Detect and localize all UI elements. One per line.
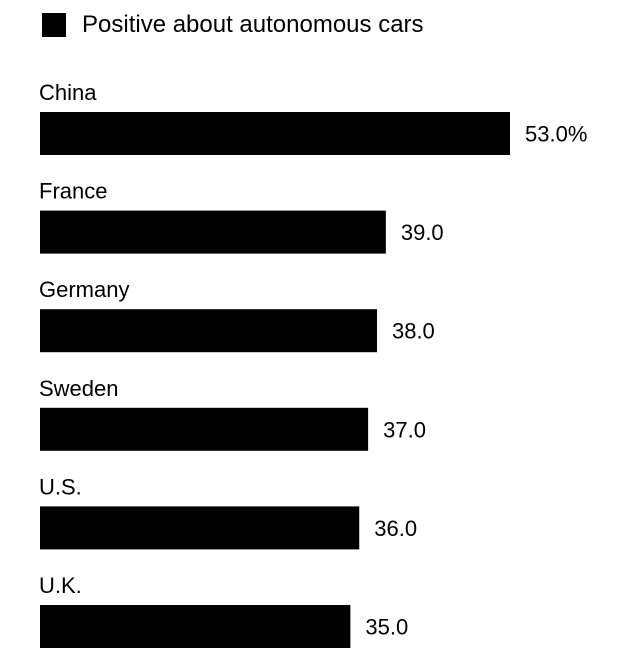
legend-swatch xyxy=(42,13,66,37)
value-label: 36.0 xyxy=(374,516,417,541)
value-label: 35.0 xyxy=(365,615,408,640)
bar xyxy=(40,407,369,451)
category-label: France xyxy=(39,179,107,204)
bar xyxy=(40,309,377,353)
bar xyxy=(40,210,386,254)
category-label: China xyxy=(39,80,97,105)
legend-label: Positive about autonomous cars xyxy=(82,11,424,38)
value-label: 39.0 xyxy=(401,220,444,245)
category-label: Germany xyxy=(39,277,129,302)
category-label: U.K. xyxy=(39,573,82,598)
bar xyxy=(40,605,351,648)
legend: Positive about autonomous cars xyxy=(42,11,424,39)
category-label: Sweden xyxy=(39,376,119,401)
value-label: 38.0 xyxy=(392,319,435,344)
bar xyxy=(40,506,360,550)
value-label: 53.0% xyxy=(525,122,587,147)
category-label: U.S. xyxy=(39,474,82,499)
value-label: 37.0 xyxy=(383,417,426,442)
bar xyxy=(40,112,510,155)
